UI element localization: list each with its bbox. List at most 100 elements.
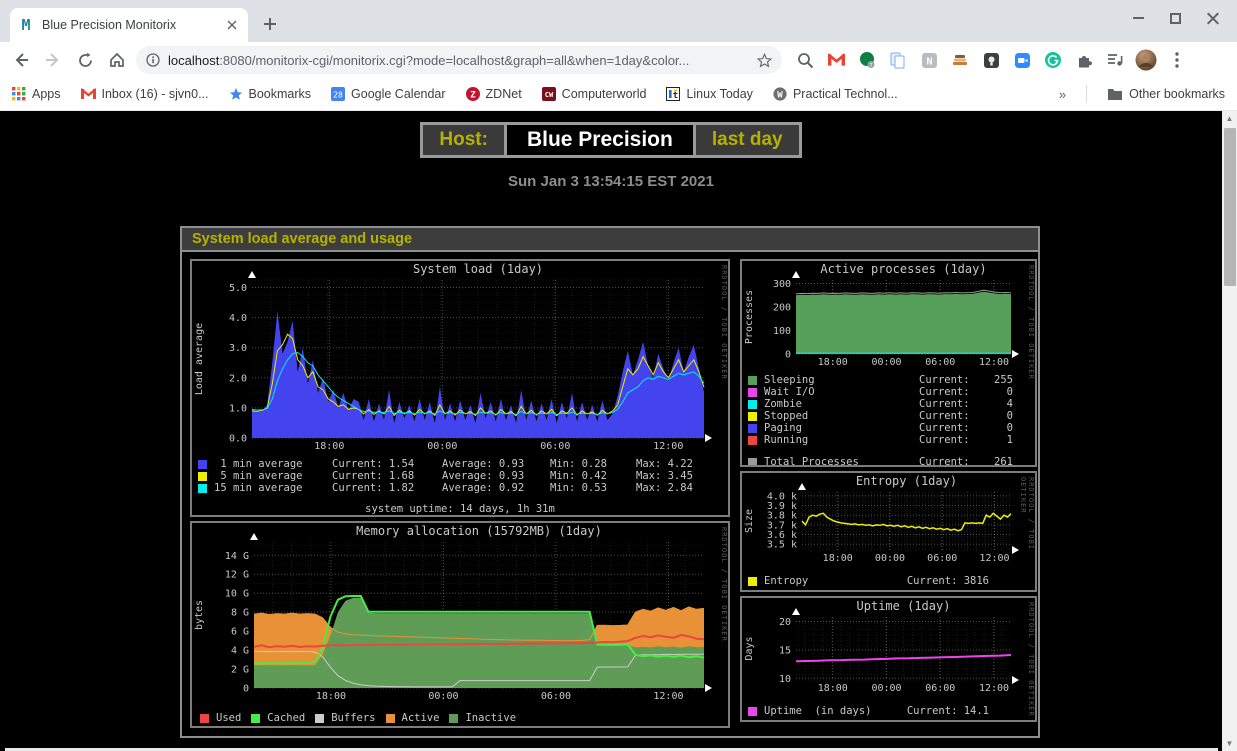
url-text[interactable]: localhost:8080/monitorix-cgi/monitorix.c… [168, 53, 749, 68]
page-scrollbar[interactable]: ▲ ▼ [1222, 111, 1237, 751]
legend-row: Paging Current: 0 [742, 422, 1035, 434]
grey-app-icon[interactable]: N [918, 49, 940, 71]
new-tab-button[interactable] [256, 10, 284, 38]
memory-legend: Used Cached Buffers Active Inactive [192, 708, 728, 724]
svg-text:0: 0 [785, 350, 791, 361]
svg-text:8 G: 8 G [231, 608, 249, 619]
svg-text:Processes: Processes [744, 290, 755, 344]
scroll-up-arrow[interactable]: ▲ [1225, 114, 1234, 123]
bookmark-zdnet[interactable]: Z ZDNet [465, 87, 522, 101]
uptime-chart[interactable]: 10 15 20 18:00 00:00 06:00 12:00 Uptime (1day) D… [740, 596, 1037, 722]
tab-close-icon[interactable] [224, 17, 240, 33]
url-host: localhost [168, 52, 220, 68]
svg-text:10 G: 10 G [225, 589, 249, 600]
svg-text:3.5 k: 3.5 k [767, 540, 797, 551]
svg-text:06:00: 06:00 [925, 683, 955, 694]
home-button[interactable] [104, 47, 130, 73]
legend-color-box [449, 713, 459, 723]
period-selector[interactable]: last day [695, 125, 799, 155]
svg-text:3.7 k: 3.7 k [767, 520, 797, 531]
svg-text:4 G: 4 G [231, 646, 249, 657]
scrollbar-thumb[interactable] [1223, 128, 1236, 286]
tab-title: Blue Precision Monitorix [42, 18, 177, 32]
svg-text:Active processes (1day): Active processes (1day) [820, 262, 986, 276]
svg-text:bytes: bytes [194, 600, 205, 630]
bookmark-wordpress[interactable]: W Practical Technol... [773, 87, 898, 101]
bookmark-label: Apps [32, 87, 61, 101]
info-icon[interactable] [146, 53, 160, 67]
legend-swatch-buffers: Buffers [309, 712, 376, 724]
svg-text:2.0: 2.0 [229, 373, 247, 384]
browser-tab[interactable]: M Blue Precision Monitorix [10, 8, 248, 42]
active-processes-chart[interactable]: 0 100 200 300 18:00 00:00 06:00 12:00 Active pro… [740, 259, 1037, 467]
svg-text:12:00: 12:00 [653, 441, 683, 452]
window-close-icon[interactable] [1207, 12, 1219, 24]
reload-button[interactable] [72, 47, 98, 73]
memory-allocation-chart[interactable]: 0 2 G 4 G 6 G 8 G 10 G 12 G 14 G 18:00 00:00 06:00… [190, 521, 730, 728]
svg-text:00:00: 00:00 [428, 691, 458, 702]
window-maximize-icon[interactable] [1170, 12, 1181, 24]
svg-text:10: 10 [779, 674, 791, 685]
search-icon[interactable] [794, 49, 816, 71]
bookmark-label: Computerworld [561, 87, 647, 101]
bookmark-star-icon[interactable] [757, 52, 772, 68]
folder-icon [1108, 89, 1123, 100]
gmail-icon[interactable] [825, 49, 847, 71]
bookmark-label: Google Calendar [351, 87, 446, 101]
bookmark-gmail[interactable]: Inbox (16) - sjvn0... [80, 87, 209, 101]
svg-text:3.9 k: 3.9 k [767, 501, 797, 512]
legend-color-box [198, 459, 207, 469]
legend-row: Uptime (in days) Current: 14.1 [742, 700, 1035, 717]
legend-color-box [315, 713, 325, 723]
window-minimize-icon[interactable] [1133, 17, 1144, 19]
bookmarks-bar: Apps Inbox (16) - sjvn0... Bookmarks 28 Goog… [0, 78, 1237, 111]
page-datetime: Sun Jan 3 13:54:15 EST 2021 [508, 173, 714, 190]
zdnet-icon: Z [465, 87, 480, 101]
legend-row: 1 min average Current: 1.54 Average: 0.93 M… [192, 458, 728, 470]
forward-button[interactable] [40, 47, 66, 73]
extensions-puzzle-icon[interactable] [1073, 49, 1095, 71]
dark-app-icon[interactable] [980, 49, 1002, 71]
legend-color-box [748, 399, 757, 409]
next-section-edge [5, 748, 1218, 751]
legend-color-box [748, 706, 757, 716]
green-badge-icon[interactable]: ? [856, 49, 878, 71]
profile-avatar[interactable] [1135, 49, 1157, 71]
legend-row: 15 min average Current: 1.82 Average: 0.92… [192, 482, 728, 494]
legend-row: 5 min average Current: 1.68 Average: 0.93 M… [192, 470, 728, 482]
svg-text:W: W [777, 90, 783, 100]
legend-row: Running Current: 1 [742, 434, 1035, 446]
star-icon [229, 87, 243, 101]
system-load-legend: 1 min average Current: 1.54 Average: 0.93 M… [192, 458, 728, 515]
svg-text:Size: Size [744, 509, 755, 533]
books-icon[interactable] [949, 49, 971, 71]
entropy-chart[interactable]: 3.5 k 3.6 k 3.7 k 3.8 k 3.9 k 4.0 k 18:00 00:00… [740, 471, 1037, 592]
menu-icon[interactable] [1166, 49, 1188, 71]
svg-text:4.0: 4.0 [229, 313, 247, 324]
camera-app-icon[interactable] [1011, 49, 1033, 71]
grammarly-icon[interactable] [1042, 49, 1064, 71]
bookmark-star[interactable]: Bookmarks [229, 87, 311, 101]
svg-text:3.8 k: 3.8 k [767, 511, 797, 522]
system-load-chart[interactable]: 0.0 1.0 2.0 3.0 4.0 5.0 18:00 00:00 06:00 12:00 Sy… [190, 259, 730, 517]
legend-color-box [200, 713, 209, 723]
host-label: Host: [423, 125, 504, 155]
bookmark-apps-grid[interactable]: Apps [12, 87, 61, 101]
bookmark-cw[interactable]: CW Computerworld [541, 87, 647, 101]
svg-text:12:00: 12:00 [979, 357, 1009, 368]
bookmark-calendar[interactable]: 28 Google Calendar [331, 87, 446, 101]
bookmarks-overflow-chevron[interactable]: » [1058, 86, 1067, 102]
tab-strip: M Blue Precision Monitorix [0, 0, 1237, 42]
scroll-down-arrow[interactable]: ▼ [1225, 739, 1234, 748]
reading-list-icon[interactable] [1104, 49, 1126, 71]
svg-text:300: 300 [773, 279, 791, 290]
host-name[interactable]: Blue Precision [506, 125, 693, 155]
page-content: Host: Blue Precision last day Sun Jan 3 … [0, 111, 1237, 751]
other-bookmarks[interactable]: Other bookmarks [1107, 87, 1225, 101]
url-bar[interactable]: localhost:8080/monitorix-cgi/monitorix.c… [136, 46, 782, 74]
legend-color-box [748, 375, 757, 385]
svg-text:18:00: 18:00 [818, 357, 848, 368]
bookmark-linuxtoday[interactable]: t Linux Today [666, 87, 753, 101]
copy-pages-icon[interactable] [887, 49, 909, 71]
back-button[interactable] [8, 47, 34, 73]
